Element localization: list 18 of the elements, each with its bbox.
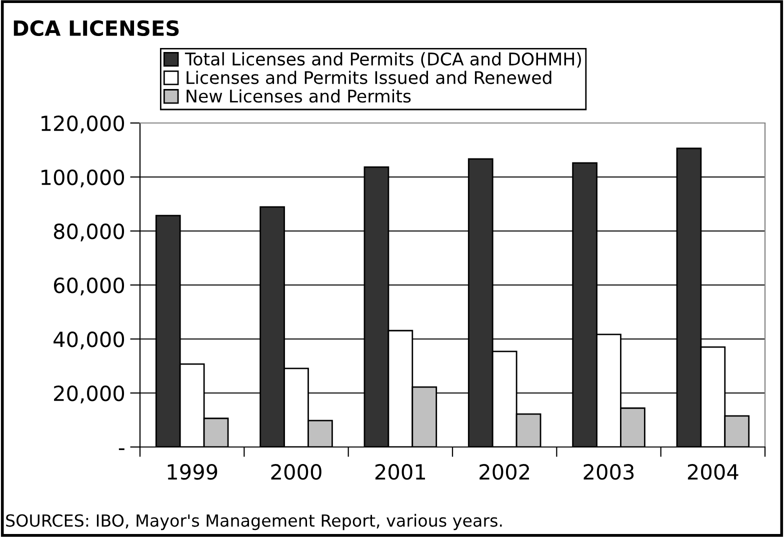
- x-tick-label: 1999: [168, 464, 218, 480]
- x-tick-label: 2004: [688, 464, 738, 480]
- y-tick-label: 120,000: [42, 115, 124, 134]
- x-tick-label: 2000: [271, 464, 322, 480]
- y-tick-label: 60,000: [54, 277, 124, 296]
- y-tick-label: 40,000: [54, 331, 124, 350]
- y-tick-label: 80,000: [54, 223, 124, 242]
- x-tick-label: 2001: [375, 464, 425, 480]
- y-tick-label: -: [118, 448, 124, 450]
- legend-label: Licenses and Permits Issued and Renewed: [186, 70, 552, 84]
- x-tick-label: 2002: [480, 464, 530, 480]
- x-tick-label: 2003: [584, 464, 634, 480]
- legend-label: Total Licenses and Permits (DCA and DOHMH): [184, 52, 581, 68]
- y-tick-label: 100,000: [42, 169, 124, 188]
- chart-title: DCA LICENSES: [14, 20, 179, 36]
- legend-label: New Licenses and Permits: [186, 89, 411, 103]
- y-tick-label: 20,000: [54, 385, 124, 404]
- source-note: SOURCES: IBO, Mayor's Management Report, various years.: [6, 514, 502, 530]
